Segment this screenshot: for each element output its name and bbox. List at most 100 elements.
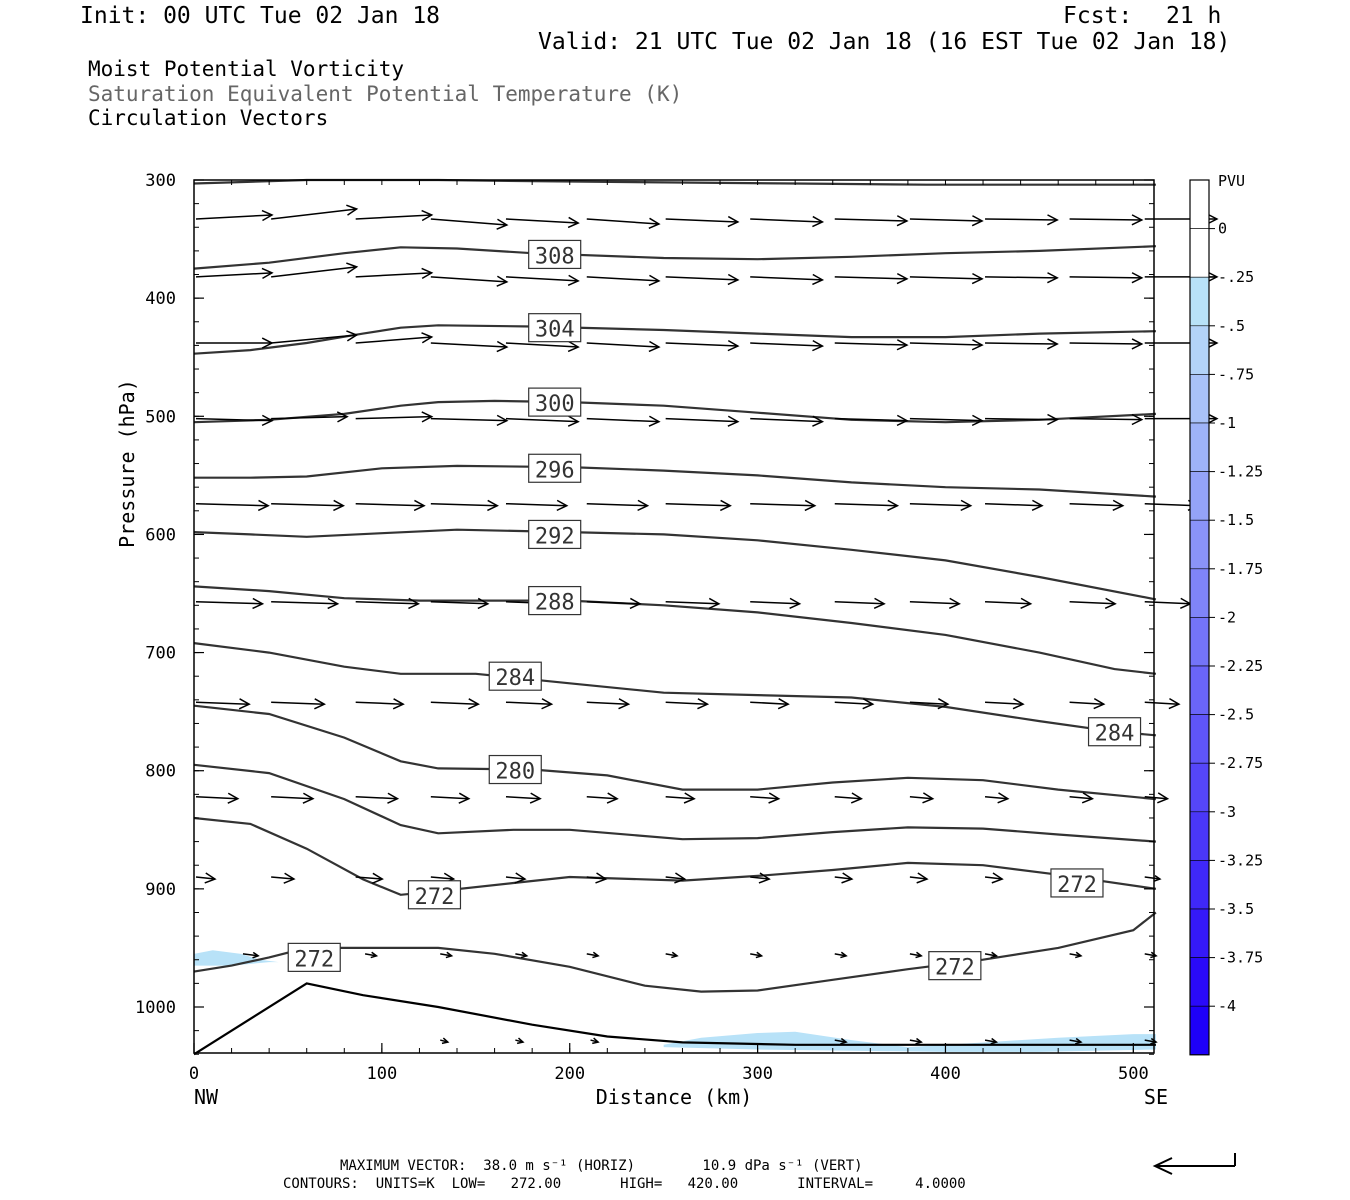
circulation-vector [271,597,340,610]
circulation-vector [271,330,359,344]
vector-layer [195,204,1219,1045]
y-axis-label: Pressure (hPa) [115,379,139,548]
x-axis-label: Distance (km) [596,1085,753,1109]
circulation-vector [1069,597,1117,610]
colorbar-label: -2.5 [1218,706,1254,724]
colorbar: PVU 0 -.25 -.5 -.75 -1 -1.25 -1.5 -1.75 -2 -2.25 -2… [1189,172,1263,1056]
circulation-vector [271,411,349,423]
x-tick-label: 200 [554,1064,585,1084]
circulation-vector [750,415,825,427]
circulation-vector [505,872,527,884]
circulation-vector [505,792,542,804]
circulation-vector [750,951,764,959]
colorbar-label: -2.75 [1218,754,1263,772]
circulation-vector [195,267,274,280]
colorbar-label: -.5 [1218,317,1245,335]
circulation-vector [196,337,274,349]
circulation-vector [985,597,1033,610]
y-tick-label: 300 [145,171,176,191]
colorbar-label: -1 [1218,414,1236,432]
circulation-vector [909,698,950,710]
contour-label-text: 304 [535,318,575,343]
circulation-vector [271,204,359,220]
contour-292 [193,528,1157,601]
circulation-vector [430,340,509,353]
circulation-vector [195,698,251,710]
circulation-vector [665,698,710,710]
max-vector-note: MAXIMUM VECTOR: 38.0 m s⁻¹ (HORIZ) 10.9 … [340,1158,863,1174]
circulation-vector [430,218,509,230]
x-tick-label: 400 [930,1064,961,1084]
contour-label-text: 288 [535,591,575,616]
circulation-vector [430,275,509,287]
colorbar-swatch [1189,374,1210,424]
colorbar-swatch [1189,471,1210,521]
contour-284 [193,642,1156,737]
circulation-vector [505,499,569,512]
plot-frame [193,179,1155,1054]
x-end-label-right: SE [1144,1085,1168,1109]
circulation-vector [984,951,999,959]
circulation-vector [271,872,296,884]
circulation-vector [195,792,240,804]
circulation-vector [909,414,984,427]
colorbar-swatch [1189,228,1210,278]
circulation-vector [665,499,732,512]
circulation-vector [1069,1037,1083,1045]
circulation-vector [909,1037,923,1045]
contour-label-text: 272 [1057,873,1097,898]
contour-label-text: 292 [535,524,575,549]
contour-layer [193,178,1157,1056]
contour-label: 280 [488,754,542,785]
circulation-vector [985,698,1025,710]
circulation-vector [1069,413,1144,426]
circulation-vector [1069,214,1144,226]
circulation-vector [271,499,345,512]
circulation-vector [909,872,929,884]
circulation-vector [750,872,771,884]
colorbar-label: -.75 [1218,365,1254,383]
circulation-vector [665,215,740,228]
circulation-vector [586,792,619,804]
circulation-vector [355,872,384,884]
colorbar-label: -3.5 [1218,900,1254,918]
forecast-label: Fcst: [1063,3,1133,29]
contour-label-text: 272 [294,947,334,972]
circulation-vector [355,209,434,222]
circulation-vector [665,951,679,959]
circulation-vector [750,698,790,710]
circulation-vector [909,951,923,959]
contour-label: 292 [528,519,582,549]
contour-label: 272 [287,942,341,972]
contour-label-layer: 308 304 300 296 292 288 284 284 280 272 272 272 272 [287,239,1142,981]
circulation-vector [984,1037,999,1045]
circulation-vector [586,872,608,884]
colorbar-swatch [1189,1005,1210,1056]
circulation-vector [505,274,580,287]
circulation-vector [1144,697,1181,710]
circulation-vector [750,499,817,512]
colorbar-swatch [1189,908,1210,958]
circulation-vector [909,272,984,285]
circulation-vector [586,951,600,959]
colorbar-label: -.25 [1218,268,1254,286]
contour-288 [193,585,1157,675]
colorbar-swatch [1189,325,1210,375]
contour-label-text: 272 [935,956,975,981]
circulation-vector [1144,597,1192,610]
circulation-vector [834,597,886,610]
colorbar-label: -4 [1218,997,1236,1015]
colorbar-label: -1.5 [1218,511,1254,529]
circulation-vector [1069,951,1083,959]
axis-layer: 0 100 200 300 400 500 300 400 500 600 700 800 900 100… [115,171,1168,1109]
circulation-vector [665,872,687,884]
circulation-vector [665,339,740,352]
colorbar-label: -3 [1218,803,1236,821]
x-tick-label: 100 [367,1064,398,1084]
title-circulation: Circulation Vectors [88,106,329,130]
colorbar-swatch [1189,665,1210,715]
colorbar-title: PVU [1218,172,1245,190]
circulation-vector [834,272,909,285]
contour-label-text: 308 [535,244,575,269]
